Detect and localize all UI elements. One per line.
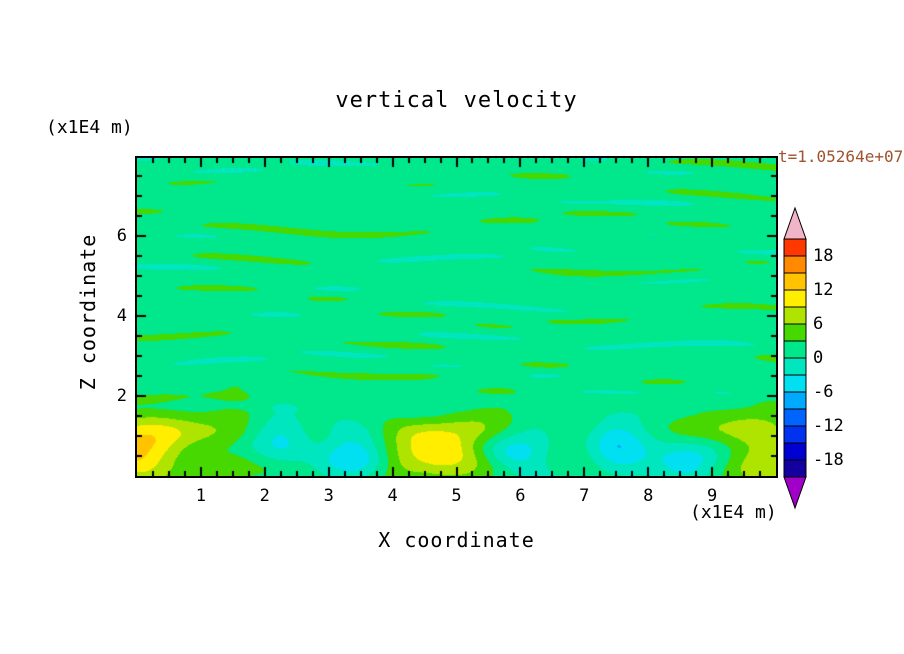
time-annotation: t=1.05264e+07 [778, 147, 904, 166]
plot-frame [135, 156, 778, 478]
x-tick-label: 6 [515, 486, 526, 506]
colorbar-segment [783, 323, 807, 342]
colorbar-segment [783, 289, 807, 308]
x-tick-label: 5 [451, 486, 462, 506]
z-axis-unit-label: (x1E4 m) [46, 117, 133, 138]
colorbar-tick-label: -6 [813, 382, 834, 402]
x-axis-unit-label: (x1E4 m) [690, 502, 777, 523]
colorbar [783, 206, 807, 510]
colorbar-segment [783, 272, 807, 291]
colorbar-tick-label: 0 [813, 348, 824, 368]
colorbar-segment [783, 391, 807, 410]
x-tick-label: 4 [387, 486, 398, 506]
colorbar-tick-label: 6 [813, 314, 824, 334]
colorbar-segment [783, 306, 807, 325]
colorbar-segment [783, 425, 807, 444]
plot-title: vertical velocity [335, 88, 578, 113]
y-tick-label: 2 [116, 386, 127, 406]
colorbar-segment [783, 340, 807, 359]
colorbar-tick-label: 18 [813, 246, 834, 266]
colorbar-over-arrow-icon [783, 206, 807, 240]
contour-field-canvas [137, 158, 776, 476]
x-tick-label: 7 [579, 486, 590, 506]
colorbar-segment [783, 374, 807, 393]
colorbar-segment [783, 357, 807, 376]
x-tick-label: 9 [706, 486, 718, 506]
y-tick-label: 4 [116, 306, 127, 326]
colorbar-segment [783, 442, 807, 461]
x-tick-label: 3 [323, 486, 334, 506]
colorbar-segment [783, 459, 807, 478]
colorbar-tick-label: 12 [813, 280, 834, 300]
x-tick-label: 8 [643, 486, 654, 506]
colorbar-under-arrow-icon [783, 476, 807, 510]
x-tick-label: 2 [259, 486, 270, 506]
colorbar-tick-label: -18 [813, 450, 844, 470]
colorbar-segment [783, 238, 807, 257]
y-tick-label: 6 [116, 226, 127, 246]
colorbar-tick-label: -12 [813, 416, 844, 436]
x-axis-title: X coordinate [378, 528, 535, 552]
x-tick-label: 1 [195, 486, 207, 506]
colorbar-segment [783, 408, 807, 427]
colorbar-segment [783, 255, 807, 274]
